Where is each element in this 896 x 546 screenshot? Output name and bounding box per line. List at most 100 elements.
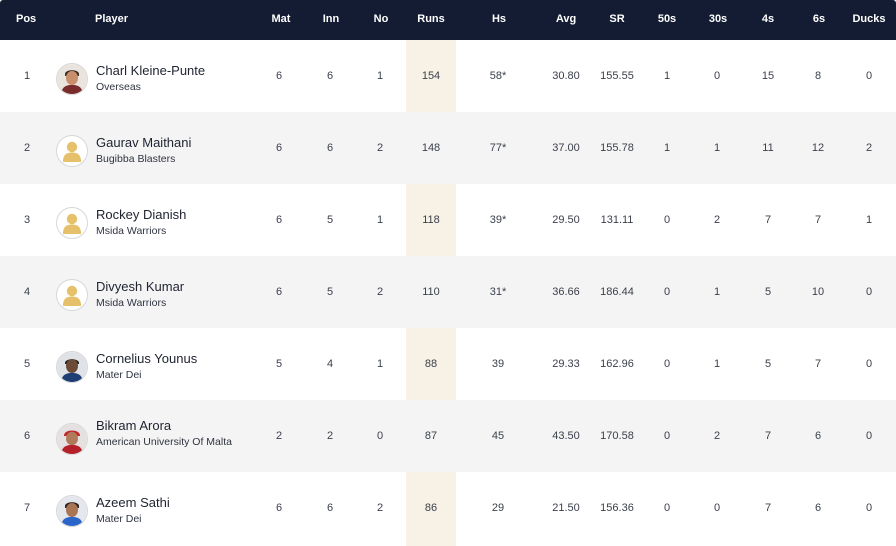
cell-pos: 4 [23, 286, 31, 298]
cell-avg: 29.50 [552, 214, 580, 226]
header-sr[interactable]: SR [609, 13, 625, 25]
header-inn[interactable]: Inn [322, 13, 340, 25]
cell-ducks: 2 [865, 142, 873, 154]
player-team: Overseas [96, 81, 141, 93]
player-name[interactable]: Rockey Dianish [96, 207, 187, 222]
cell-thirties: 0 [713, 70, 721, 82]
cell-ducks: 1 [865, 214, 873, 226]
cell-runs: 154 [421, 70, 441, 82]
cell-runs: 110 [422, 286, 440, 298]
header-player[interactable]: Player [95, 13, 129, 25]
cell-sr: 156.36 [600, 502, 634, 514]
player-team: American University Of Malta [96, 436, 232, 448]
cell-mat: 6 [275, 70, 283, 82]
cell-no: 2 [376, 142, 384, 154]
cell-ducks: 0 [865, 286, 873, 298]
table-row[interactable]: 6 2 2 0 87 45 43.50 170.58 0 2 7 6 0 Bikram Arora Amer… [0, 400, 896, 472]
player-avatar [56, 63, 88, 95]
table-header: Pos Player Mat Inn No Runs Hs Avg SR 50s… [0, 0, 896, 40]
player-name[interactable]: Charl Kleine-Punte [96, 63, 206, 78]
player-cell[interactable]: Bikram Arora American University Of Malta [56, 400, 316, 472]
player-team: Bugibba Blasters [96, 153, 176, 165]
player-cell[interactable]: Azeem Sathi Mater Dei [56, 472, 316, 544]
player-name[interactable]: Cornelius Younus [96, 351, 198, 366]
cell-ducks: 0 [865, 502, 873, 514]
table-row[interactable]: 2 6 6 2 148 77* 37.00 155.78 1 1 11 12 2 Gaurav Maith… [0, 112, 896, 184]
table-row[interactable]: 5 5 4 1 88 39 29.33 162.96 0 1 5 7 0 Cornelius Younus… [0, 328, 896, 400]
cell-thirties: 2 [713, 214, 721, 226]
cell-fifties: 0 [663, 286, 671, 298]
player-placeholder-icon [56, 135, 88, 167]
player-team: Mater Dei [96, 513, 142, 525]
player-cell[interactable]: Divyesh Kumar Msida Warriors [56, 256, 316, 328]
cell-fifties: 1 [663, 70, 671, 82]
cell-hs: 77* [489, 142, 507, 154]
header-50s[interactable]: 50s [657, 13, 677, 25]
player-cell[interactable]: Charl Kleine-Punte Overseas [56, 40, 316, 112]
cell-runs: 118 [422, 214, 440, 226]
cell-thirties: 2 [713, 430, 721, 442]
player-name[interactable]: Gaurav Maithani [96, 135, 192, 150]
cell-pos: 7 [23, 502, 31, 514]
cell-no: 2 [376, 286, 384, 298]
player-team: Msida Warriors [96, 225, 167, 237]
cell-sixes: 7 [814, 214, 822, 226]
cell-thirties: 1 [713, 142, 721, 154]
player-team: Msida Warriors [96, 297, 167, 309]
cell-pos: 6 [23, 430, 31, 442]
cell-sr: 155.55 [600, 70, 634, 82]
cell-hs: 31* [489, 286, 507, 298]
cell-fours: 5 [764, 358, 772, 370]
table-row[interactable]: 1 6 6 1 154 58* 30.80 155.55 1 0 15 8 0 Charl Kleine-… [0, 40, 896, 112]
cell-fifties: 0 [663, 214, 671, 226]
cell-runs: 88 [424, 358, 438, 370]
header-6s[interactable]: 6s [812, 13, 826, 25]
cell-mat: 6 [275, 286, 283, 298]
header-avg[interactable]: Avg [555, 13, 577, 25]
cell-thirties: 1 [713, 286, 721, 298]
header-runs[interactable]: Runs [417, 13, 445, 25]
player-cell[interactable]: Rockey Dianish Msida Warriors [56, 184, 316, 256]
cell-fifties: 1 [663, 142, 671, 154]
cell-sr: 131.11 [600, 214, 634, 226]
player-name[interactable]: Azeem Sathi [96, 495, 170, 510]
player-cell[interactable]: Gaurav Maithani Bugibba Blasters [56, 112, 316, 184]
header-hs[interactable]: Hs [491, 13, 507, 25]
player-team: Mater Dei [96, 369, 142, 381]
cell-fours: 7 [764, 430, 772, 442]
table-row[interactable]: 7 6 6 2 86 29 21.50 156.36 0 0 7 6 0 Azeem Sathi Mater… [0, 472, 896, 544]
cell-runs: 86 [424, 502, 438, 514]
header-ducks[interactable]: Ducks [852, 13, 886, 25]
cell-fours: 7 [764, 214, 772, 226]
cell-mat: 6 [275, 502, 283, 514]
player-placeholder-icon [56, 207, 88, 239]
cell-mat: 6 [275, 142, 283, 154]
cell-fours: 7 [764, 502, 772, 514]
cell-sr: 186.44 [600, 286, 634, 298]
header-4s[interactable]: 4s [761, 13, 775, 25]
header-mat[interactable]: Mat [271, 13, 291, 25]
player-name[interactable]: Divyesh Kumar [96, 279, 185, 294]
table-row[interactable]: 3 6 5 1 118 39* 29.50 131.11 0 2 7 7 1 Rockey Dianish… [0, 184, 896, 256]
cell-no: 1 [376, 358, 384, 370]
player-cell[interactable]: Cornelius Younus Mater Dei [56, 328, 316, 400]
cell-no: 1 [376, 214, 384, 226]
player-placeholder-icon [56, 279, 88, 311]
cell-fifties: 0 [663, 430, 671, 442]
table-row[interactable]: 4 6 5 2 110 31* 36.66 186.44 0 1 5 10 0 Divyesh Kumar… [0, 256, 896, 328]
cell-avg: 21.50 [552, 502, 580, 514]
cell-mat: 6 [275, 214, 283, 226]
cell-sr: 162.96 [600, 358, 634, 370]
header-pos[interactable]: Pos [16, 13, 37, 25]
cell-sixes: 12 [811, 142, 825, 154]
cell-hs: 39 [491, 358, 505, 370]
cell-avg: 29.33 [552, 358, 580, 370]
cell-inn: 6 [326, 70, 334, 82]
header-30s[interactable]: 30s [708, 13, 728, 25]
cell-fours: 11 [762, 142, 774, 154]
header-no[interactable]: No [373, 13, 389, 25]
cell-inn: 5 [326, 286, 334, 298]
player-name[interactable]: Bikram Arora [96, 418, 172, 433]
cell-sixes: 8 [814, 70, 822, 82]
cell-avg: 37.00 [552, 142, 580, 154]
